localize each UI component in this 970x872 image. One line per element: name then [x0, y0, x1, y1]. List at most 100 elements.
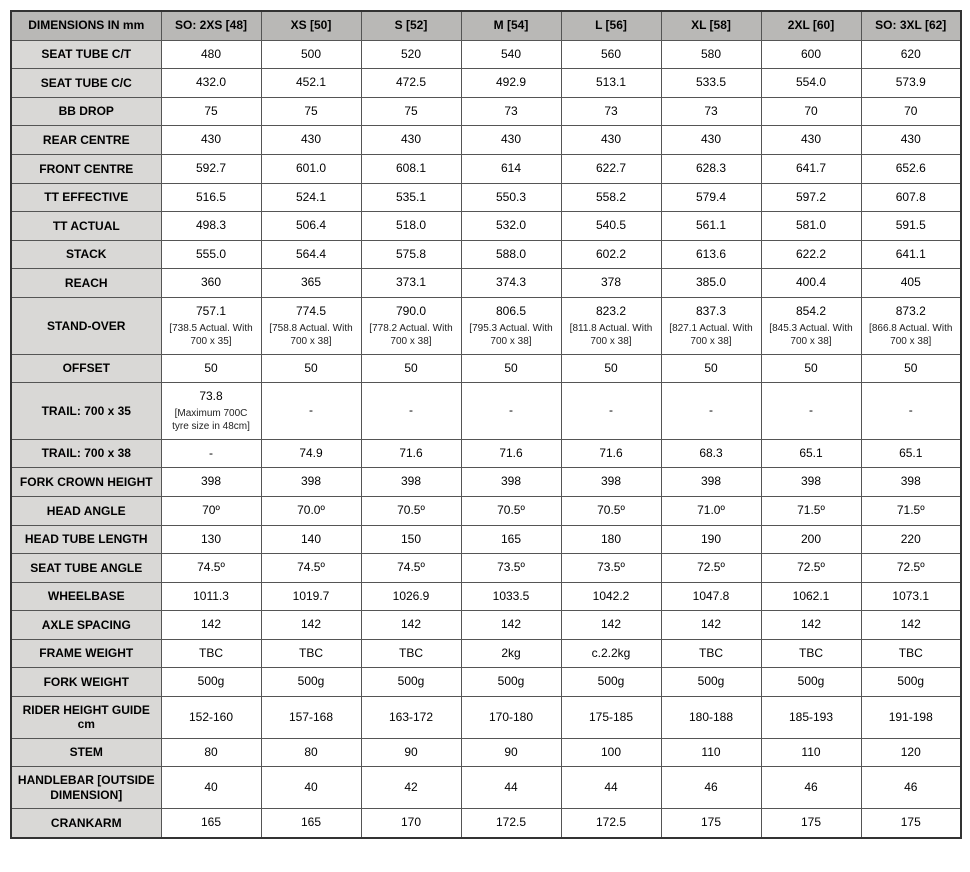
cell-value: 2kg	[501, 646, 520, 660]
data-cell: 492.9	[461, 69, 561, 98]
data-cell: 70.5º	[361, 496, 461, 525]
data-cell: 601.0	[261, 154, 361, 183]
cell-value: 50	[404, 361, 417, 375]
data-cell: 540	[461, 40, 561, 69]
data-cell: TBC	[261, 639, 361, 668]
cell-value: TBC	[899, 646, 923, 660]
data-cell: 75	[161, 97, 261, 126]
data-cell: TBC	[761, 639, 861, 668]
cell-value: 50	[604, 361, 617, 375]
cell-value: 823.2	[596, 304, 626, 318]
table-row: STAND-OVER757.1[738.5 Actual. With 700 x…	[11, 297, 961, 354]
cell-subtext: [845.3 Actual. With 700 x 38]	[766, 322, 857, 348]
cell-value: 120	[901, 745, 921, 759]
cell-value: 500g	[298, 674, 325, 688]
cell-value: 65.1	[899, 446, 922, 460]
cell-value: 757.1	[196, 304, 226, 318]
cell-value: 774.5	[296, 304, 326, 318]
cell-value: 50	[804, 361, 817, 375]
cell-value: 200	[801, 532, 821, 546]
data-cell: 564.4	[261, 240, 361, 269]
cell-value: 40	[204, 780, 217, 794]
cell-value: -	[409, 403, 413, 417]
cell-value: 588.0	[496, 247, 526, 261]
cell-value: 140	[301, 532, 321, 546]
cell-value: 550.3	[496, 190, 526, 204]
cell-value: 430	[301, 132, 321, 146]
data-cell: 588.0	[461, 240, 561, 269]
data-cell: 854.2[845.3 Actual. With 700 x 38]	[761, 297, 861, 354]
cell-value: 74.5º	[197, 560, 225, 574]
cell-value: 71.6	[599, 446, 622, 460]
data-cell: 175-185	[561, 697, 661, 739]
cell-value: 70.5º	[597, 503, 625, 517]
data-cell: 641.7	[761, 154, 861, 183]
cell-value: 430	[501, 132, 521, 146]
cell-value: 532.0	[496, 218, 526, 232]
cell-value: TBC	[699, 646, 723, 660]
cell-value: 500g	[897, 674, 924, 688]
cell-value: 1033.5	[493, 589, 530, 603]
cell-value: 142	[701, 617, 721, 631]
data-cell: 757.1[738.5 Actual. With 700 x 35]	[161, 297, 261, 354]
cell-value: 580	[701, 47, 721, 61]
data-cell: 378	[561, 269, 661, 298]
cell-value: 480	[201, 47, 221, 61]
cell-value: 573.9	[896, 75, 926, 89]
row-label: SEAT TUBE C/T	[11, 40, 161, 69]
cell-value: c.2.2kg	[592, 646, 631, 660]
data-cell: 90	[361, 738, 461, 767]
cell-value: 430	[801, 132, 821, 146]
data-cell: 430	[261, 126, 361, 155]
cell-value: 540	[501, 47, 521, 61]
data-cell: 398	[361, 468, 461, 497]
data-cell: 806.5[795.3 Actual. With 700 x 38]	[461, 297, 561, 354]
cell-value: 50	[704, 361, 717, 375]
data-cell: -	[161, 439, 261, 468]
data-cell: 613.6	[661, 240, 761, 269]
cell-value: 44	[504, 780, 517, 794]
data-cell: 524.1	[261, 183, 361, 212]
size-header: M [54]	[461, 11, 561, 40]
cell-value: 1011.3	[193, 589, 229, 603]
cell-value: 518.0	[396, 218, 426, 232]
cell-value: 516.5	[196, 190, 226, 204]
cell-value: 220	[901, 532, 921, 546]
data-cell: 65.1	[761, 439, 861, 468]
data-cell: 597.2	[761, 183, 861, 212]
cell-value: 1073.1	[892, 589, 929, 603]
cell-value: 65.1	[799, 446, 822, 460]
cell-value: 70	[804, 104, 817, 118]
cell-value: 46	[704, 780, 717, 794]
cell-value: 607.8	[896, 190, 926, 204]
cell-value: 806.5	[496, 304, 526, 318]
data-cell: 602.2	[561, 240, 661, 269]
data-cell: 1047.8	[661, 582, 761, 611]
size-header: XL [58]	[661, 11, 761, 40]
data-cell: TBC	[161, 639, 261, 668]
row-label: TRAIL: 700 x 35	[11, 383, 161, 440]
cell-value: 540.5	[596, 218, 626, 232]
cell-value: 50	[304, 361, 317, 375]
data-cell: 70.5º	[461, 496, 561, 525]
size-header: SO: 2XS [48]	[161, 11, 261, 40]
row-label: REACH	[11, 269, 161, 298]
cell-value: 398	[301, 474, 321, 488]
cell-value: 374.3	[496, 275, 526, 289]
data-cell: 430	[861, 126, 961, 155]
data-cell: 374.3	[461, 269, 561, 298]
cell-value: 172.5	[496, 815, 526, 829]
data-cell: 72.5º	[861, 554, 961, 583]
cell-value: 73.8	[199, 389, 222, 403]
data-cell: 600	[761, 40, 861, 69]
cell-value: 46	[904, 780, 917, 794]
cell-value: 430	[601, 132, 621, 146]
data-cell: 432.0	[161, 69, 261, 98]
data-cell: 500g	[761, 668, 861, 697]
data-cell: 73.5º	[461, 554, 561, 583]
data-cell: 170	[361, 809, 461, 838]
data-cell: 100	[561, 738, 661, 767]
data-cell: 65.1	[861, 439, 961, 468]
cell-value: 500g	[598, 674, 625, 688]
table-row: SEAT TUBE ANGLE74.5º74.5º74.5º73.5º73.5º…	[11, 554, 961, 583]
